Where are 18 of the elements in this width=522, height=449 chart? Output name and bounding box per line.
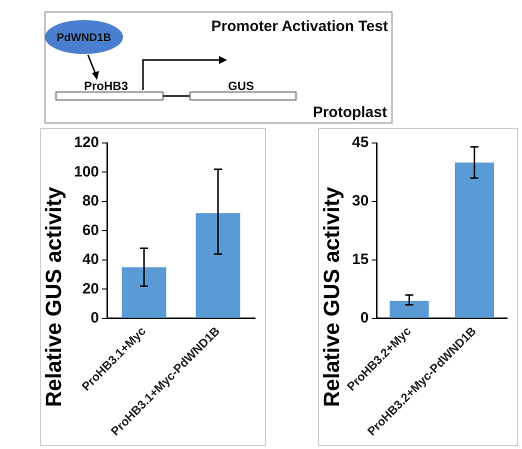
y-tick-label: 20: [82, 280, 100, 298]
y-tick-label: 60: [82, 222, 100, 239]
y-tick-label: 0: [90, 310, 100, 327]
text: GUS: [228, 79, 254, 93]
y-tick-label: 80: [82, 192, 100, 210]
y-axis-title: Relative GUS activity: [319, 186, 344, 408]
y-axis-title: Relative GUS activity: [41, 186, 66, 408]
y-tick-label: 40: [82, 251, 100, 268]
y-tick-label: 120: [74, 134, 100, 152]
y-tick-label: 45: [352, 134, 369, 152]
text: Protoplast: [312, 104, 387, 121]
text: Promoter Activation Test: [211, 18, 388, 35]
y-tick-label: 30: [352, 192, 369, 210]
text: PdWND1B: [56, 32, 112, 44]
text: ProHB3: [84, 79, 128, 93]
y-tick-label: 15: [352, 251, 369, 268]
y-tick-label: 0: [360, 310, 369, 327]
y-tick-label: 100: [74, 163, 100, 180]
